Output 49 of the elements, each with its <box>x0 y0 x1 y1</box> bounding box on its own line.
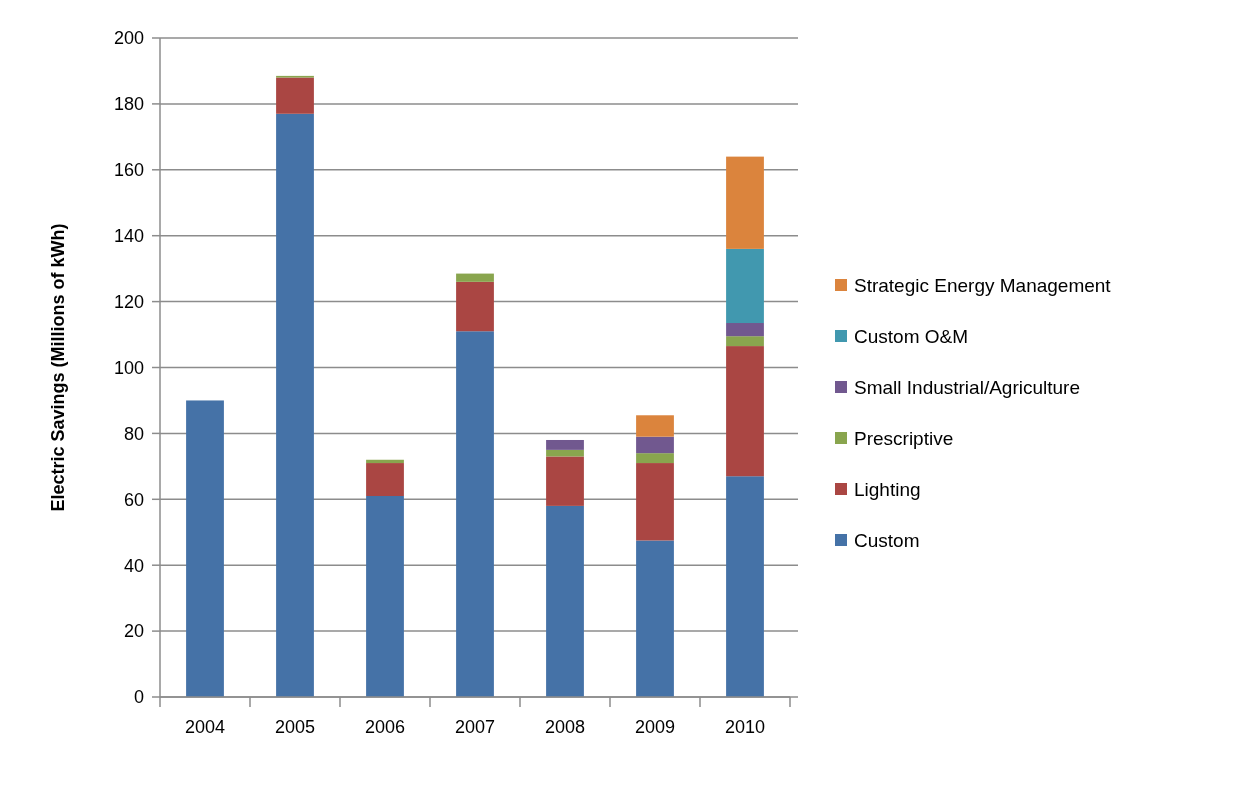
bar <box>636 540 674 697</box>
x-tick-label: 2004 <box>184 717 226 737</box>
bar <box>726 476 764 697</box>
x-tick-label: 2009 <box>634 717 676 737</box>
bar <box>726 336 764 347</box>
y-tick-label: 140 <box>113 226 144 246</box>
x-tick-label: 2008 <box>544 717 586 737</box>
bar <box>726 248 764 324</box>
bar <box>546 505 584 697</box>
y-tick-label: 100 <box>113 357 144 378</box>
bar <box>546 439 584 450</box>
legend-label: Custom <box>854 529 920 551</box>
bar <box>546 449 584 457</box>
bar <box>726 346 764 477</box>
y-tick-label: 20 <box>123 621 144 642</box>
bar <box>636 463 674 541</box>
bar <box>636 453 674 464</box>
x-tick-label: 2005 <box>274 717 316 737</box>
x-tick-label: 2010 <box>724 717 766 737</box>
bar <box>546 456 584 506</box>
x-tick-label: 2006 <box>364 717 406 737</box>
bar <box>366 496 404 697</box>
y-tick-label: 180 <box>113 94 144 115</box>
legend-label: Prescriptive <box>854 427 954 449</box>
legend-label: Lighting <box>854 478 921 500</box>
y-tick-label: 0 <box>133 687 144 708</box>
y-tick-label: 160 <box>113 160 144 181</box>
legend-label: Strategic Energy Management <box>854 274 1112 296</box>
bar <box>636 436 674 454</box>
legend-label: Small Industrial/Agriculture <box>854 376 1080 398</box>
bar <box>276 113 314 697</box>
x-tick-label: 2007 <box>454 717 496 737</box>
bar <box>726 323 764 337</box>
legend-label: Custom O&M <box>854 325 969 347</box>
bar <box>456 331 494 697</box>
bar <box>366 459 404 464</box>
y-tick-label: 200 <box>113 28 144 49</box>
y-axis-title: Electric Savings (Millions of kWh) <box>48 223 68 512</box>
y-tick-label: 40 <box>123 555 144 576</box>
bar <box>186 400 224 697</box>
y-tick-label: 60 <box>123 489 144 510</box>
bar <box>456 281 494 332</box>
bar <box>636 415 674 437</box>
y-tick-label: 120 <box>113 291 144 312</box>
y-tick-label: 80 <box>123 423 144 444</box>
bar <box>726 156 764 249</box>
bar <box>366 463 404 497</box>
bar <box>276 77 314 114</box>
bar <box>456 273 494 282</box>
